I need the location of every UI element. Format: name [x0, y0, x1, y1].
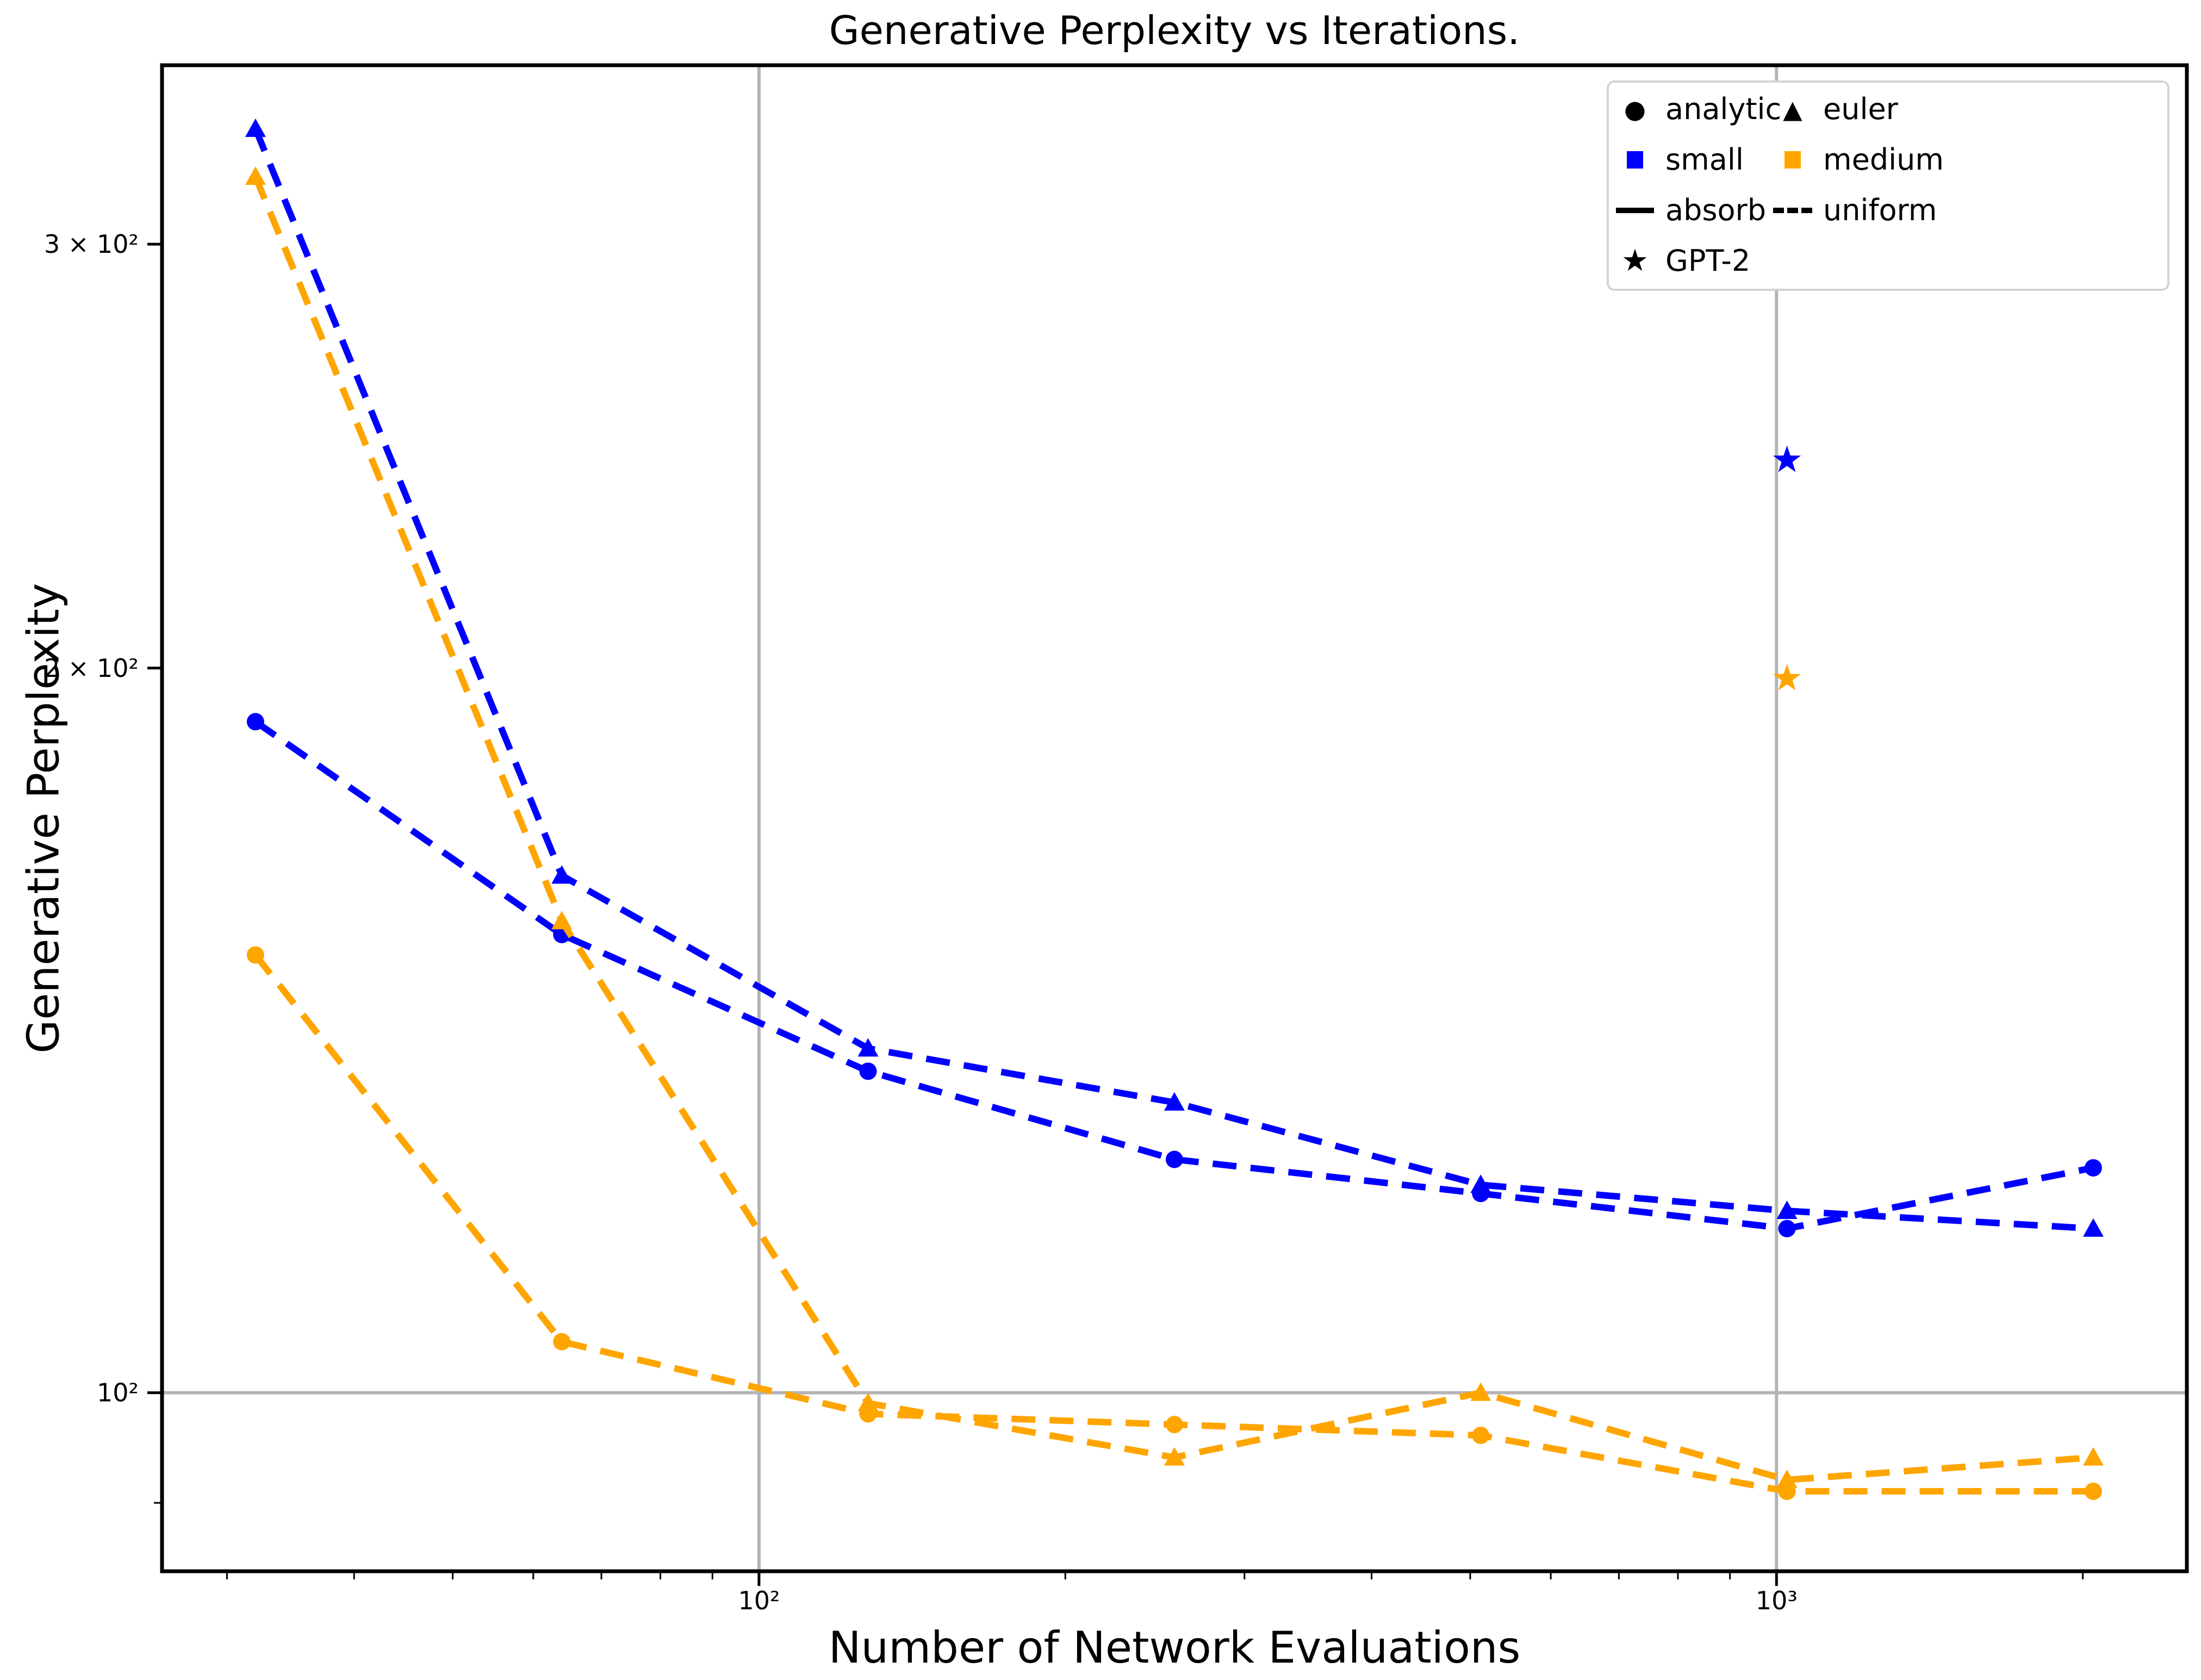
point-GPT-2-medium — [1773, 664, 1801, 690]
marker-medium-euler-uniform — [551, 911, 573, 930]
y-axis-label: Generative Perplexity — [18, 583, 69, 1054]
marker-small-euler-uniform — [1470, 1174, 1491, 1193]
circle-marker-icon: ● — [1624, 94, 1646, 124]
point-GPT-2-small — [1773, 445, 1801, 472]
marker-small-euler-uniform — [857, 1038, 879, 1057]
chart-title: Generative Perplexity vs Iterations. — [829, 8, 1520, 53]
legend-item-euler: ▲ euler — [1767, 84, 2167, 134]
marker-small-analytic-uniform — [2084, 1159, 2102, 1177]
marker-medium-analytic-uniform — [2084, 1482, 2102, 1500]
y-tick-label: 3 × 10² — [44, 229, 139, 259]
marker-small-analytic-uniform — [246, 713, 264, 731]
legend-label: uniform — [1823, 193, 1937, 227]
marker-small-euler-uniform — [551, 865, 573, 884]
marker-medium-euler-uniform — [245, 166, 266, 185]
marker-medium-analytic-uniform — [246, 946, 264, 964]
marker-small-euler-uniform — [245, 118, 266, 137]
legend-item-gpt2: ★ GPT-2 — [1609, 235, 1767, 286]
marker-medium-euler-uniform — [1776, 1469, 1798, 1488]
legend-item-medium: medium — [1767, 134, 2167, 185]
legend-item-absorb: absorb — [1609, 185, 1767, 235]
dashed-line-icon — [1773, 207, 1812, 213]
legend-item-uniform: uniform — [1767, 185, 2167, 235]
marker-small-analytic-uniform — [1165, 1150, 1183, 1168]
legend-label: GPT-2 — [1665, 244, 1751, 278]
x-axis-label: Number of Network Evaluations — [828, 1622, 1521, 1673]
star-marker-icon: ★ — [1621, 242, 1649, 278]
legend: ● analytic ▲ euler small medium absorb u… — [1607, 80, 2169, 291]
y-tick-label: 2 × 10² — [44, 654, 139, 683]
blue-square-icon — [1627, 151, 1643, 169]
triangle-marker-icon: ▲ — [1783, 94, 1802, 124]
legend-label: analytic — [1665, 92, 1782, 126]
marker-medium-euler-uniform — [1164, 1447, 1185, 1466]
legend-label: small — [1665, 142, 1744, 177]
x-tick-label: 10³ — [1756, 1586, 1798, 1615]
legend-label: medium — [1823, 142, 1944, 177]
legend-item-analytic: ● analytic — [1609, 84, 1781, 134]
marker-small-analytic-uniform — [859, 1062, 877, 1080]
marker-medium-analytic-uniform — [1472, 1427, 1490, 1445]
marker-medium-euler-uniform — [1470, 1382, 1491, 1401]
marker-small-analytic-uniform — [1778, 1219, 1796, 1237]
orange-square-icon — [1785, 151, 1801, 169]
legend-label: euler — [1823, 92, 1898, 126]
marker-medium-euler-uniform — [2082, 1447, 2104, 1466]
marker-medium-analytic-uniform — [1165, 1416, 1183, 1434]
marker-small-euler-uniform — [1776, 1200, 1798, 1219]
series-line-small-euler-uniform — [252, 127, 2094, 1232]
x-tick-label: 10² — [738, 1586, 780, 1615]
legend-label: absorb — [1665, 193, 1767, 227]
solid-line-icon — [1616, 207, 1654, 213]
plot-border — [160, 63, 2189, 1573]
y-tick-label: 10² — [97, 1378, 139, 1408]
marker-small-euler-uniform — [2082, 1218, 2104, 1237]
series-line-medium-euler-uniform — [252, 175, 2094, 1483]
legend-item-small: small — [1609, 134, 1767, 185]
marker-medium-euler-uniform — [857, 1392, 879, 1411]
marker-small-euler-uniform — [1164, 1092, 1185, 1111]
marker-medium-analytic-uniform — [553, 1333, 571, 1351]
